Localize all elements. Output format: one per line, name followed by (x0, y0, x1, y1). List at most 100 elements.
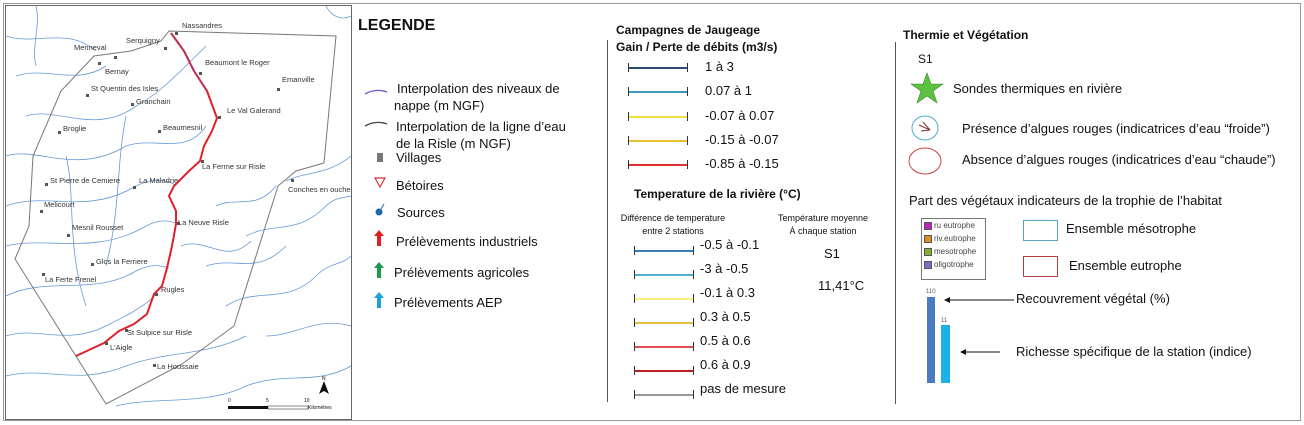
bar-recouvrement (927, 297, 935, 383)
village-label: La Houssaie (157, 362, 199, 371)
blue-arrow-icon (374, 292, 384, 308)
village-label: Rugles (161, 285, 185, 294)
scale-tick-0: 0 (228, 398, 231, 404)
jaugeage-class-label: -0.85 à -0.15 (705, 156, 779, 171)
green-arrow-icon (374, 262, 384, 278)
jaugeage-class-label: 1 à 3 (705, 59, 734, 74)
triangle-down-icon (374, 177, 386, 188)
village-marker (91, 263, 94, 266)
swatch-icon (924, 247, 932, 256)
jaugeage-class-label: -0.07 à 0.07 (705, 108, 775, 123)
jaugeage-class-label: -0.15 à -0.07 (705, 132, 779, 147)
village-label: L'Aigle (110, 343, 133, 352)
thermie-station: S1 (918, 52, 933, 66)
village-label: Beaumont le Roger (205, 58, 270, 67)
swatch-icon (924, 234, 932, 243)
mean-title-l2: À chaque station (789, 226, 857, 236)
eutro-label: Ensemble eutrophe (1069, 258, 1182, 273)
north-arrow-icon (319, 381, 329, 394)
legend-item-industriels: Prélèvements industriels (396, 234, 538, 249)
village-label: Glos la Ferriere (96, 257, 148, 266)
purple-line-icon (364, 89, 388, 95)
diff-title-l1: Différence de temperature (620, 213, 726, 223)
village-label: Le Val Galerand (227, 106, 281, 115)
legend-item-ligne-eau-l2: de la Risle (m NGF) (396, 136, 511, 151)
risle-river-line (75, 32, 219, 357)
divider-2 (895, 42, 896, 404)
village-marker (125, 329, 128, 332)
temperature-class-line-icon (634, 342, 694, 351)
bar2-label: Richesse spécifique de la station (indic… (1016, 344, 1252, 359)
village-label: St Sulpice sur Risle (127, 328, 193, 337)
temperature-class-label: 0.6 à 0.9 (700, 357, 751, 372)
village-label: Emanville (282, 75, 315, 84)
legend-item-agricoles: Prélèvements agricoles (394, 265, 530, 280)
algae-absence-icon (908, 147, 942, 175)
temperature-class-label: -0.1 à 0.3 (700, 285, 755, 300)
jaugeage-title-l1: Campagnes de Jaugeage (616, 23, 761, 37)
village-marker (86, 94, 89, 97)
village-label: Nassandres (182, 21, 223, 30)
bar-richesse (941, 325, 950, 383)
legend-item-sources: Sources (397, 205, 445, 220)
village-marker (175, 32, 178, 35)
village-label: Menneval (74, 43, 107, 52)
village-marker (291, 179, 294, 182)
legend-item-nappe-l2: nappe (m NGF) (394, 98, 485, 113)
temperature-class-line-icon (634, 270, 694, 279)
mini-legend-item: oligotrophe (924, 260, 983, 269)
legend-item-betoires: Bétoires (396, 178, 444, 193)
map-panel: N Nassandres Serquigny Menneval Bernay St Qu… (5, 5, 352, 420)
part-title: Part des végétaux indicateurs de la trop… (909, 193, 1222, 208)
sondes-label: Sondes thermiques en rivière (953, 81, 1123, 96)
jaugeage-class-line-icon (628, 87, 688, 96)
legend-item-nappe-l1: Interpolation des niveaux de (397, 81, 560, 96)
swatch-icon (924, 221, 932, 230)
village-label: La Ferme sur Risle (202, 162, 266, 171)
legend-item-ligne-eau-l1: Interpolation de la ligne d’eau (396, 119, 566, 134)
scale-unit: Kilomètres (308, 405, 332, 411)
village-marker (164, 47, 167, 50)
eutro-swatch (1023, 256, 1058, 277)
village-marker (58, 131, 61, 134)
village-marker (67, 234, 70, 237)
temperature-class-label: -0.5 à -0.1 (700, 237, 760, 252)
red-arrow-icon (374, 230, 384, 246)
legend-item-villages: Villages (396, 150, 442, 165)
figure-frame (3, 3, 1301, 421)
arrow-left-icon (960, 349, 1000, 355)
village-marker (177, 222, 180, 225)
village-marker (133, 186, 136, 189)
arrow-left-icon (944, 297, 1014, 303)
village-marker (201, 160, 204, 163)
temperature-class-label: -3 à -0.5 (700, 261, 749, 276)
temperature-title: Temperature de la rivière (°C) (634, 187, 801, 201)
mean-title-l1: Température moyenne (777, 213, 869, 223)
temperature-class-label: pas de mesure (700, 381, 786, 396)
village-label: Melicourt (44, 200, 75, 209)
temperature-class-line-icon (634, 390, 694, 399)
bar2-value: 11 (941, 318, 948, 324)
jaugeage-class-line-icon (628, 63, 688, 72)
legend-title: LEGENDE (358, 17, 436, 34)
jaugeage-title-l2: Gain / Perte de débits (m3/s) (616, 40, 778, 54)
absence-label: Absence d’algues rouges (indicatrices d’… (962, 152, 1276, 167)
temperature-class-line-icon (634, 318, 694, 327)
village-marker (114, 56, 117, 59)
thermie-title: Thermie et Végétation (903, 28, 1029, 42)
mini-legend-label: ru eutrophe (934, 221, 975, 230)
village-label: St Pierre de Cemiere (50, 176, 121, 185)
village-marker (218, 116, 221, 119)
village-marker (105, 342, 108, 345)
mini-legend-label: oligotrophe (934, 260, 974, 269)
swatch-icon (924, 260, 932, 269)
mini-legend: ru eutrophe riv.eutrophe mesotrophe oligotr… (921, 218, 986, 280)
algae-presence-icon (911, 115, 939, 141)
village-label: Granchain (136, 97, 171, 106)
village-marker (45, 183, 48, 186)
village-marker (131, 103, 134, 106)
mini-legend-item: ru eutrophe (924, 221, 983, 230)
mini-legend-item: mesotrophe (924, 247, 983, 256)
village-label: Conches en ouche (288, 185, 351, 194)
temperature-station: S1 (824, 246, 840, 261)
